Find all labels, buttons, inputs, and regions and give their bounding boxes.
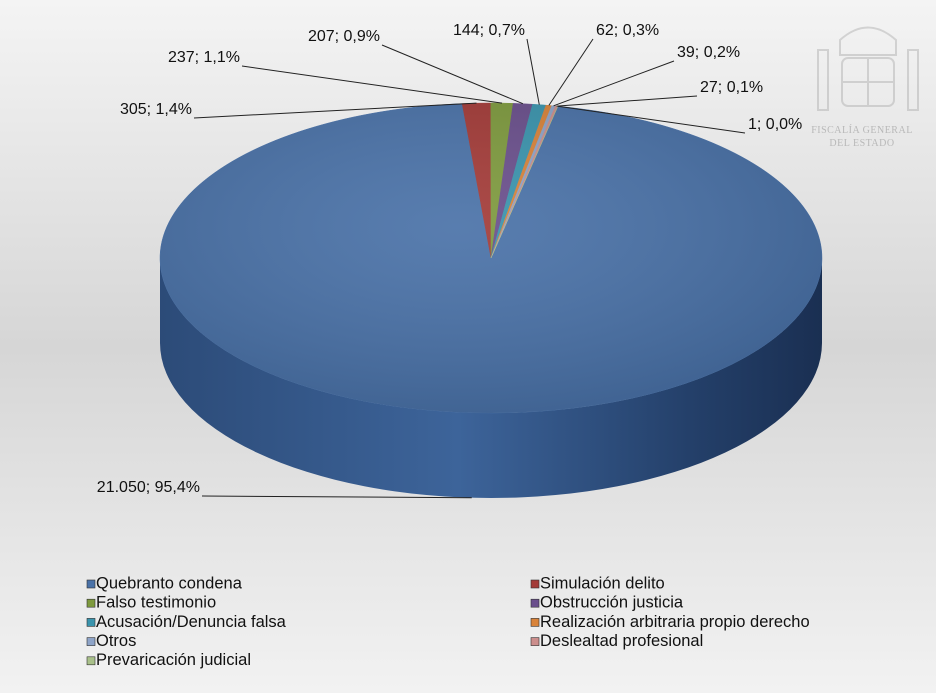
legend-label: Acusación/Denuncia falsa: [96, 613, 287, 631]
legend-swatch: [86, 618, 96, 627]
leader-line: [201, 495, 472, 499]
legend-label: Deslealtad profesional: [540, 632, 703, 650]
leader-line: [381, 44, 524, 105]
legend-swatch: [530, 579, 540, 589]
legend-label: Falso testimonio: [96, 594, 216, 612]
pie-shine: [160, 103, 822, 413]
leader-line: [548, 38, 594, 106]
leader-line: [557, 105, 746, 134]
legend-swatch: [86, 656, 96, 666]
legend-label: Realización arbitraria propio derecho: [540, 613, 810, 631]
data-label: 305; 1,4%: [120, 101, 192, 118]
pie-side: [160, 258, 822, 498]
data-label: 39; 0,2%: [677, 44, 740, 61]
legend-swatch: [530, 598, 540, 608]
legend-swatch: [530, 618, 540, 627]
data-label: 27; 0,1%: [700, 79, 763, 96]
logo-line: DEL ESTADO: [829, 138, 894, 149]
legend-swatch: [86, 637, 96, 646]
data-label: 21.050; 95,4%: [97, 479, 200, 496]
data-label: 207; 0,9%: [308, 28, 380, 45]
data-label: 237; 1,1%: [168, 49, 240, 66]
leader-line: [556, 95, 698, 107]
legend-label: Quebranto condena: [96, 574, 243, 592]
data-label: 144; 0,7%: [453, 22, 525, 39]
emblem: [817, 26, 919, 111]
legend-label: Prevaricación judicial: [96, 651, 251, 669]
legend-label: Otros: [96, 632, 136, 650]
legend-label: Obstrucción justicia: [540, 594, 684, 612]
data-label: 1; 0,0%: [748, 116, 802, 133]
legend-swatch: [86, 598, 96, 608]
leader-line: [241, 65, 503, 104]
legend-swatch: [530, 637, 540, 646]
leader-line: [553, 60, 675, 107]
legend-swatch: [86, 579, 96, 589]
logo-line: FISCALÍA GENERAL: [811, 124, 913, 136]
leader-line: [193, 102, 477, 119]
data-label: 62; 0,3%: [596, 22, 659, 39]
legend-label: Simulación delito: [540, 574, 665, 592]
leader-line: [526, 38, 540, 105]
